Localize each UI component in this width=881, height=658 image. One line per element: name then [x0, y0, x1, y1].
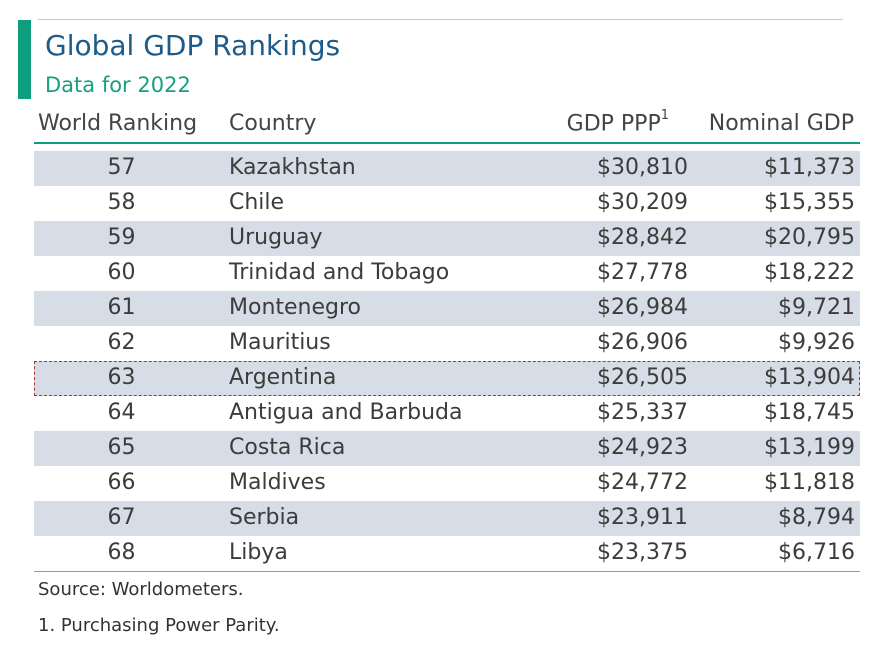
- nominal-gdp-cell: $6,716: [778, 540, 855, 565]
- header-gdp-ppp: GDP PPP1: [566, 108, 669, 137]
- rank-cell: 67: [107, 505, 136, 530]
- table-row: 58 Chile $30,209 $15,355: [34, 186, 860, 221]
- table-row: 61 Montenegro $26,984 $9,721: [34, 291, 860, 326]
- table-row: 65 Costa Rica $24,923 $13,199: [34, 431, 860, 466]
- rank-cell: 68: [107, 540, 136, 565]
- header-world-ranking: World Ranking: [38, 111, 198, 136]
- gdp-ppp-cell: $25,337: [597, 400, 688, 425]
- rank-cell: 64: [107, 400, 136, 425]
- gdp-ppp-cell: $26,505: [597, 365, 688, 390]
- nominal-gdp-cell: $9,926: [778, 330, 855, 355]
- bottom-rule: [34, 571, 860, 572]
- rank-cell: 58: [107, 190, 136, 215]
- country-cell: Serbia: [229, 505, 300, 530]
- rank-cell: 63: [107, 365, 136, 390]
- gdp-ppp-cell: $27,778: [597, 260, 688, 285]
- country-cell: Argentina: [229, 365, 337, 390]
- nominal-gdp-cell: $20,795: [764, 225, 855, 250]
- gdp-ppp-cell: $26,906: [597, 330, 688, 355]
- footnote-marker: 1: [660, 108, 669, 123]
- nominal-gdp-cell: $18,222: [764, 260, 855, 285]
- rank-cell: 65: [107, 435, 136, 460]
- country-cell: Costa Rica: [229, 435, 346, 460]
- table-row: 60 Trinidad and Tobago $27,778 $18,222: [34, 256, 860, 291]
- gdp-ppp-cell: $28,842: [597, 225, 688, 250]
- footnote: 1. Purchasing Power Parity.: [38, 615, 280, 636]
- gdp-ppp-cell: $23,911: [597, 505, 688, 530]
- country-cell: Maldives: [229, 470, 326, 495]
- nominal-gdp-cell: $9,721: [778, 295, 855, 320]
- table-row: 67 Serbia $23,911 $8,794: [34, 501, 860, 536]
- country-cell: Libya: [229, 540, 288, 565]
- rank-cell: 59: [107, 225, 136, 250]
- table-row: 59 Uruguay $28,842 $20,795: [34, 221, 860, 256]
- country-cell: Mauritius: [229, 330, 331, 355]
- gdp-ppp-cell: $23,375: [597, 540, 688, 565]
- gdp-ppp-cell: $30,810: [597, 155, 688, 180]
- nominal-gdp-cell: $11,373: [764, 155, 855, 180]
- nominal-gdp-cell: $15,355: [764, 190, 855, 215]
- country-cell: Antigua and Barbuda: [229, 400, 463, 425]
- country-cell: Kazakhstan: [229, 155, 356, 180]
- country-cell: Uruguay: [229, 225, 323, 250]
- accent-bar: [18, 20, 31, 99]
- table-row: 57 Kazakhstan $30,810 $11,373: [34, 151, 860, 186]
- top-rule: [38, 19, 843, 20]
- rank-cell: 66: [107, 470, 136, 495]
- nominal-gdp-cell: $13,199: [764, 435, 855, 460]
- table-body: 57 Kazakhstan $30,810 $11,373 58 Chile $30,209…: [34, 151, 860, 571]
- table-row: 66 Maldives $24,772 $11,818: [34, 466, 860, 501]
- table-row: 68 Libya $23,375 $6,716: [34, 536, 860, 571]
- rank-cell: 57: [107, 155, 136, 180]
- header-country: Country: [229, 111, 317, 136]
- nominal-gdp-cell: $18,745: [764, 400, 855, 425]
- rank-cell: 60: [107, 260, 136, 285]
- chart-title: Global GDP Rankings: [45, 29, 341, 62]
- rank-cell: 62: [107, 330, 136, 355]
- source-note: Source: Worldometers.: [38, 579, 244, 600]
- country-cell: Trinidad and Tobago: [229, 260, 450, 285]
- header-rule: [34, 142, 860, 144]
- table-header: World Ranking Country GDP PPP1 Nominal G…: [34, 108, 860, 142]
- table-row: 64 Antigua and Barbuda $25,337 $18,745: [34, 396, 860, 431]
- gdp-ppp-cell: $26,984: [597, 295, 688, 320]
- gdp-ppp-cell: $30,209: [597, 190, 688, 215]
- nominal-gdp-cell: $11,818: [764, 470, 855, 495]
- chart-subtitle: Data for 2022: [45, 73, 191, 97]
- header-gdp-ppp-label: GDP PPP: [566, 111, 661, 137]
- nominal-gdp-cell: $13,904: [764, 365, 855, 390]
- country-cell: Chile: [229, 190, 285, 215]
- rank-cell: 61: [107, 295, 136, 320]
- table-row: 62 Mauritius $26,906 $9,926: [34, 326, 860, 361]
- gdp-ppp-cell: $24,772: [597, 470, 688, 495]
- header-nominal-gdp: Nominal GDP: [708, 111, 854, 136]
- table-row: 63 Argentina $26,505 $13,904: [34, 361, 860, 396]
- nominal-gdp-cell: $8,794: [778, 505, 855, 530]
- country-cell: Montenegro: [229, 295, 362, 320]
- gdp-ppp-cell: $24,923: [597, 435, 688, 460]
